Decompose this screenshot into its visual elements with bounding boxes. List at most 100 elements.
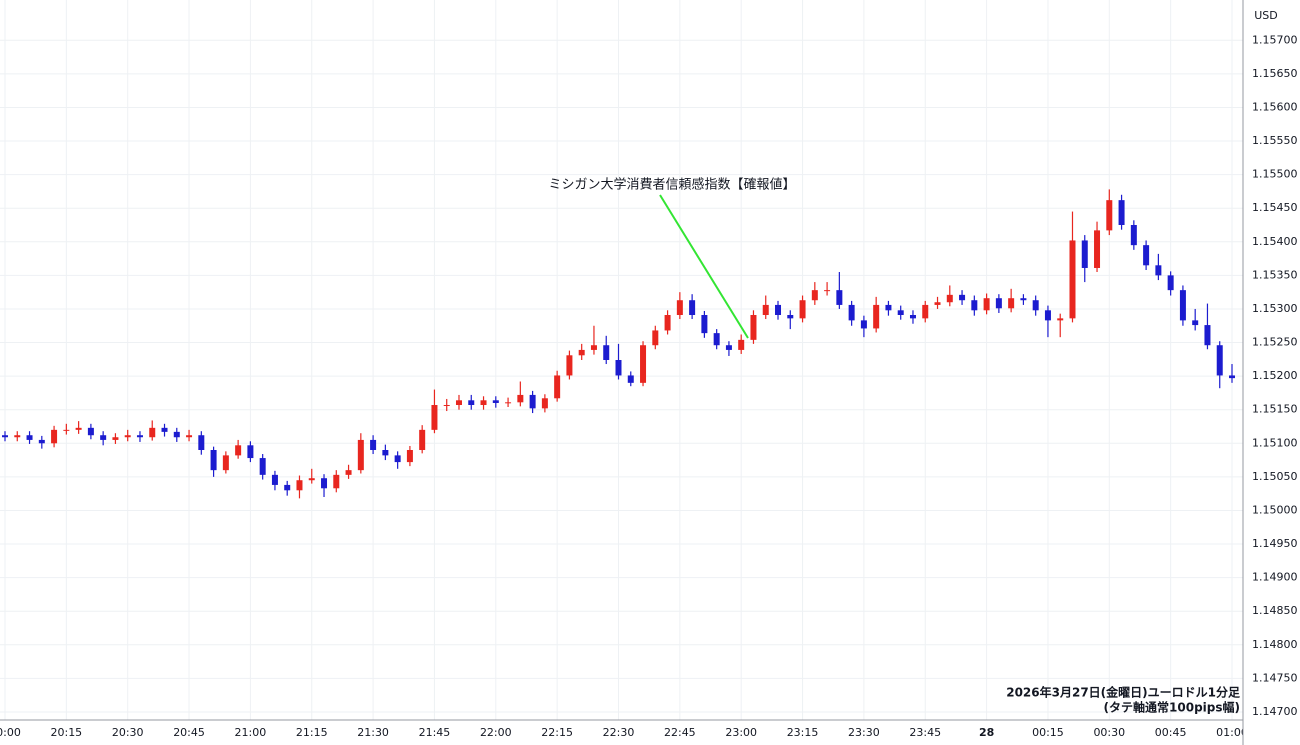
candle-body [124,435,131,438]
candle-body [38,439,45,444]
candle-body [222,455,229,471]
candle-body [1216,345,1223,376]
annotation-line [659,194,749,339]
candle-body [173,431,180,438]
x-tick-label: 00:45 [1155,726,1187,739]
y-tick-label: 1.15700 [1252,33,1298,46]
candle-body [161,427,168,432]
y-tick-label: 1.14800 [1252,638,1298,651]
candle-body [308,478,315,481]
y-tick-label: 1.14850 [1252,604,1298,617]
y-tick-label: 1.15650 [1252,67,1298,80]
candle-body [946,294,953,303]
x-tick-label: 20:30 [112,726,144,739]
y-tick-label: 1.14900 [1252,571,1298,584]
candle-body [259,458,266,475]
y-tick-label: 1.14700 [1252,705,1298,718]
candle-body [627,375,634,383]
caption: 2026年3月27日(金曜日)ユーロドル1分足 [1006,685,1240,700]
candle-body [799,300,806,319]
candle-body [210,450,217,471]
candle-body [824,290,831,292]
y-tick-label: 1.15100 [1252,436,1298,449]
candle-body [676,300,683,315]
candle-body [701,315,708,334]
candle-body [1094,230,1101,268]
candle-body [1081,240,1088,268]
candle-body [615,360,622,376]
x-tick-label: 20:00 [0,726,21,739]
candle-body [640,345,647,383]
candle-body [738,339,745,350]
candle-body [689,300,696,315]
candle-body [321,478,328,489]
y-tick-label: 1.15400 [1252,235,1298,248]
x-tick-label: 00:15 [1032,726,1064,739]
candle-body [713,333,720,346]
candle-body [100,435,107,440]
candle-body [860,320,867,329]
candle-body [149,427,156,438]
candle-body [419,429,426,450]
candle-body [455,400,462,405]
caption: (タテ軸通常100pips幅) [1104,700,1240,715]
candle-body [762,304,769,315]
candle-body [1204,325,1211,346]
x-tick-label: 01:00 [1216,726,1248,739]
candle-body [934,302,941,305]
candle-body [848,304,855,321]
y-tick-label: 1.15150 [1252,403,1298,416]
x-tick-label: 23:30 [848,726,880,739]
candle-body [1118,200,1125,225]
candle-body [664,315,671,331]
x-tick-label: 20:15 [50,726,82,739]
x-tick-label: 21:45 [419,726,451,739]
y-tick-label: 1.15600 [1252,100,1298,113]
candle-body [1229,375,1235,379]
y-tick-label: 1.15050 [1252,470,1298,483]
x-tick-label: 00:30 [1093,726,1125,739]
candle-body [235,445,242,456]
candle-body [959,294,966,301]
candle-body [1020,298,1027,301]
candle-body [75,427,82,430]
candle-body [1057,318,1064,321]
candle-body [492,400,499,403]
annotation: ミシガン大学消費者信頼感指数【確報値】 [548,177,795,193]
candle-body [541,398,548,409]
candle-body [1069,240,1076,319]
candle-body [517,394,524,403]
candle-body [247,445,254,459]
candle-body [590,345,597,350]
x-tick-label: 22:15 [541,726,573,739]
candle-body [51,429,58,444]
candle-body [885,304,892,311]
x-tick-label: 23:00 [725,726,757,739]
candle-body [750,315,757,340]
candle-body [787,315,794,319]
y-tick-label: 1.15200 [1252,369,1298,382]
candle-body [357,439,364,471]
candle-body [406,450,413,463]
candle-body [443,405,450,406]
candle-body [652,330,659,346]
candle-body [1044,310,1051,321]
candle-body [112,437,119,440]
y-tick-label: 1.15450 [1252,201,1298,214]
x-tick-label: 22:30 [603,726,635,739]
candle-body [983,298,990,311]
candle-body [909,315,916,319]
x-tick-label: 21:00 [235,726,267,739]
candle-body [480,400,487,405]
plot-area: 20:00 20:15 20:30 20:45 21:00 21:15 21:30 21:45… [0,0,1248,739]
x-tick-label: 21:30 [357,726,389,739]
y-tick-label: 1.15250 [1252,336,1298,349]
x-tick-label: 23:15 [787,726,819,739]
candle-body [1179,290,1186,321]
candle-body [995,298,1002,309]
candle-body [345,470,352,475]
candle-body [14,435,21,438]
candle-body [186,435,193,438]
candle-body [775,304,782,315]
